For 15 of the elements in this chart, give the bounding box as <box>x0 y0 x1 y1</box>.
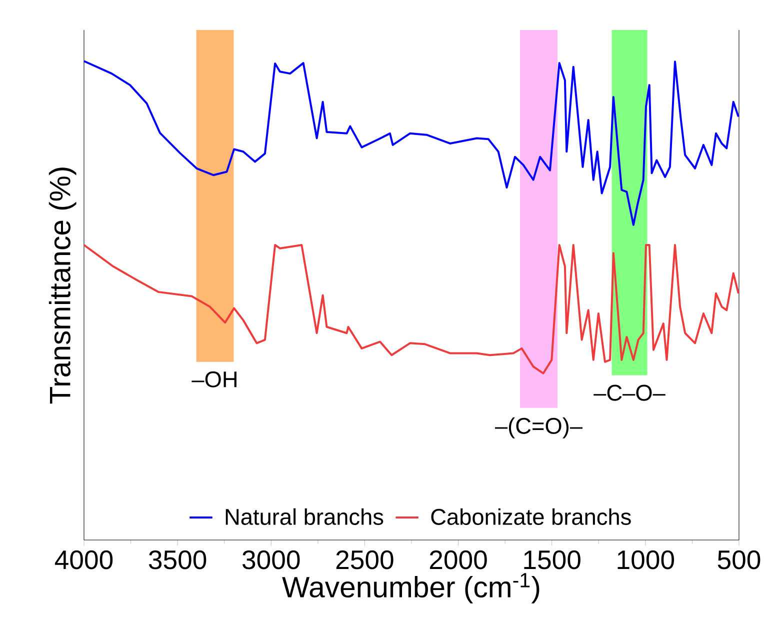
x-tick-label: 3500 <box>148 550 206 570</box>
x-tick-label: 1500 <box>524 550 580 570</box>
band-label: –(C=O)– <box>494 417 582 438</box>
x-tick-label: 2500 <box>336 550 394 570</box>
x-tick-label: 4000 <box>54 550 113 570</box>
y-axis-title: Transmittance (%) <box>48 168 76 404</box>
x-tick-label: 1000 <box>618 550 674 570</box>
legend-label: Natural branchs <box>226 508 384 525</box>
x-tick-label: 500 <box>718 550 760 570</box>
x-tick-label: 3000 <box>242 550 300 570</box>
band-label: –C–O– <box>594 384 666 401</box>
x-tick-label: 2000 <box>430 550 487 570</box>
x-axis-title: Wavenumber (cm$^{-1}$) <box>282 573 540 604</box>
band-label: –OH <box>192 371 236 388</box>
legend-label: Cabonizate branchs <box>431 508 631 525</box>
